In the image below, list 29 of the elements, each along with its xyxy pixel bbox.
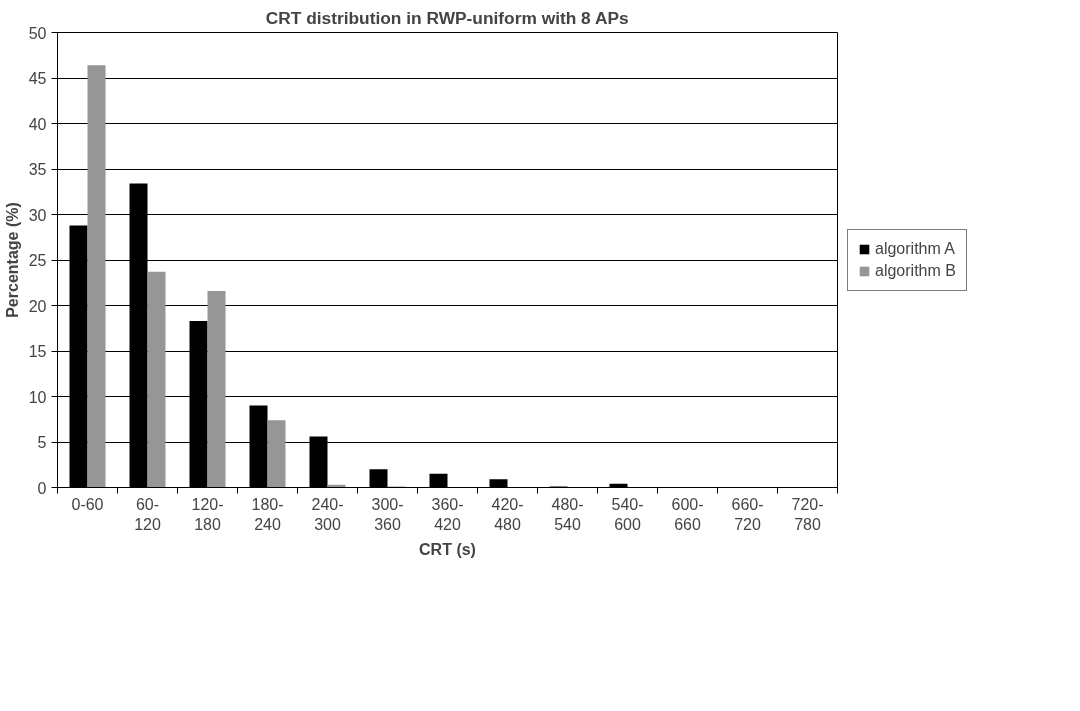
x-tick-label: 540-600: [611, 495, 644, 533]
x-tick-label: 300-360: [371, 495, 404, 533]
x-tick-label: 720-780: [791, 495, 824, 533]
x-tick-label: 660-720: [731, 495, 764, 533]
y-tick-label: 30: [28, 206, 47, 224]
y-tick-label: 20: [28, 297, 47, 315]
x-tick-label: 480-540: [551, 495, 584, 533]
x-tick-label: 420-480: [491, 495, 524, 533]
x-tick-label: 0-60: [71, 495, 104, 513]
x-tick-label: 60-120: [134, 495, 161, 533]
x-tick-label: 240-300: [311, 495, 344, 533]
y-tick-label: 5: [37, 434, 47, 451]
y-tick-label: 50: [28, 24, 47, 42]
y-tick-label: 0: [37, 479, 47, 497]
y-tick-label: 45: [28, 70, 47, 87]
x-axis-title: CRT (s): [419, 540, 476, 558]
legend-label: algorithm B: [875, 261, 956, 280]
y-tick-label: 35: [28, 161, 47, 178]
y-axis-title: Percentage (%): [3, 202, 21, 318]
chart-title: CRT distribution in RWP-uniform with 8 APs: [265, 7, 629, 28]
x-tick-label: 180-240: [251, 495, 284, 533]
x-tick-label: 120-180: [191, 495, 224, 533]
x-tick-label: 360-420: [431, 495, 464, 533]
y-tick-label: 15: [28, 343, 47, 360]
y-tick-label: 25: [28, 252, 47, 269]
legend-label: algorithm A: [875, 239, 956, 258]
x-tick-label: 600-660: [671, 495, 704, 533]
y-tick-label: 40: [28, 115, 47, 133]
y-tick-label: 10: [28, 388, 47, 406]
